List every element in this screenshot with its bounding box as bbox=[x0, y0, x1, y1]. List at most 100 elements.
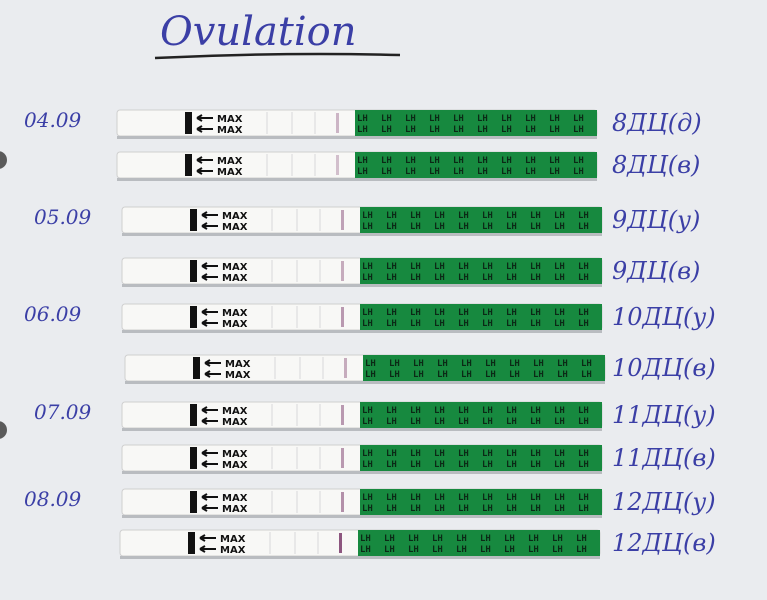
band-print: LH bbox=[525, 114, 536, 124]
arrow bbox=[196, 114, 213, 122]
band-print: LH bbox=[434, 273, 445, 283]
test-line bbox=[341, 210, 344, 230]
max-label: MAX bbox=[217, 167, 243, 178]
band-print: LH bbox=[506, 262, 517, 272]
test-line bbox=[341, 307, 344, 327]
band-print: LH bbox=[573, 156, 584, 166]
arrow bbox=[196, 156, 213, 164]
arrow bbox=[201, 449, 218, 457]
band-print: LH bbox=[434, 460, 445, 470]
max-label: MAX bbox=[220, 545, 246, 556]
band-print: LH bbox=[576, 534, 587, 544]
band-print: LH bbox=[578, 449, 589, 459]
max-label: MAX bbox=[222, 449, 248, 460]
band-print: LH bbox=[482, 319, 493, 329]
arrow bbox=[201, 460, 218, 468]
test-line bbox=[341, 405, 344, 425]
band-print: LH bbox=[453, 167, 464, 177]
band-print: LH bbox=[506, 222, 517, 232]
band-print: LH bbox=[461, 359, 472, 369]
band-print: LH bbox=[362, 319, 373, 329]
band-print: LH bbox=[501, 125, 512, 135]
band-print: LH bbox=[477, 167, 488, 177]
band-print: LH bbox=[458, 449, 469, 459]
band-print: LH bbox=[458, 417, 469, 427]
black-marker bbox=[193, 357, 200, 379]
date-label: 04.09 bbox=[24, 108, 82, 132]
max-label: MAX bbox=[222, 319, 248, 330]
band-print: LH bbox=[362, 273, 373, 283]
band-print: LH bbox=[528, 534, 539, 544]
strip-shadow bbox=[122, 515, 602, 518]
band-print: LH bbox=[530, 504, 541, 514]
band-print: LH bbox=[362, 406, 373, 416]
arrow bbox=[201, 493, 218, 501]
max-label: MAX bbox=[222, 460, 248, 471]
band-print: LH bbox=[432, 534, 443, 544]
strip-shadow bbox=[122, 471, 602, 474]
date-label: 08.09 bbox=[24, 487, 82, 511]
band-print: LH bbox=[525, 156, 536, 166]
max-label: MAX bbox=[225, 359, 251, 370]
band-print: LH bbox=[429, 167, 440, 177]
band-print: LH bbox=[549, 114, 560, 124]
max-label: MAX bbox=[222, 504, 248, 515]
arrow bbox=[204, 359, 221, 367]
band-print: LH bbox=[410, 222, 421, 232]
band-print: LH bbox=[506, 493, 517, 503]
band-print: LH bbox=[549, 125, 560, 135]
band-print: LH bbox=[504, 545, 515, 555]
band-print: LH bbox=[410, 406, 421, 416]
band-print: LH bbox=[386, 273, 397, 283]
band-print: LH bbox=[458, 493, 469, 503]
band-print: LH bbox=[386, 308, 397, 318]
strip-label: 10ДЦ(у) bbox=[612, 303, 716, 331]
max-label: MAX bbox=[217, 114, 243, 125]
black-marker bbox=[190, 404, 197, 426]
strip-shadow bbox=[122, 428, 602, 431]
band-print: LH bbox=[434, 222, 445, 232]
band-print: LH bbox=[552, 545, 563, 555]
band-print: LH bbox=[453, 156, 464, 166]
black-marker bbox=[190, 447, 197, 469]
band-print: LH bbox=[365, 370, 376, 380]
band-print: LH bbox=[573, 167, 584, 177]
band-print: LH bbox=[482, 417, 493, 427]
band-print: LH bbox=[482, 262, 493, 272]
binder-hole bbox=[0, 151, 7, 169]
band-print: LH bbox=[506, 417, 517, 427]
band-print: LH bbox=[453, 125, 464, 135]
band-print: LH bbox=[482, 460, 493, 470]
band-print: LH bbox=[482, 406, 493, 416]
band-print: LH bbox=[485, 370, 496, 380]
band-print: LH bbox=[578, 417, 589, 427]
arrow bbox=[196, 167, 213, 175]
test-line bbox=[341, 448, 344, 468]
band-print: LH bbox=[506, 449, 517, 459]
band-print: LH bbox=[357, 114, 368, 124]
band-print: LH bbox=[405, 167, 416, 177]
band-print: LH bbox=[501, 114, 512, 124]
band-print: LH bbox=[525, 167, 536, 177]
band-print: LH bbox=[384, 545, 395, 555]
band-print: LH bbox=[434, 319, 445, 329]
band-print: LH bbox=[434, 449, 445, 459]
band-print: LH bbox=[389, 359, 400, 369]
band-print: LH bbox=[581, 370, 592, 380]
band-print: LH bbox=[362, 417, 373, 427]
control-line-area bbox=[360, 445, 602, 471]
band-print: LH bbox=[360, 534, 371, 544]
band-print: LH bbox=[437, 359, 448, 369]
band-print: LH bbox=[530, 222, 541, 232]
arrow bbox=[201, 417, 218, 425]
band-print: LH bbox=[381, 167, 392, 177]
band-print: LH bbox=[458, 222, 469, 232]
max-label: MAX bbox=[217, 156, 243, 167]
band-print: LH bbox=[434, 211, 445, 221]
date-label: 06.09 bbox=[24, 302, 82, 326]
arrow bbox=[201, 262, 218, 270]
band-print: LH bbox=[434, 417, 445, 427]
